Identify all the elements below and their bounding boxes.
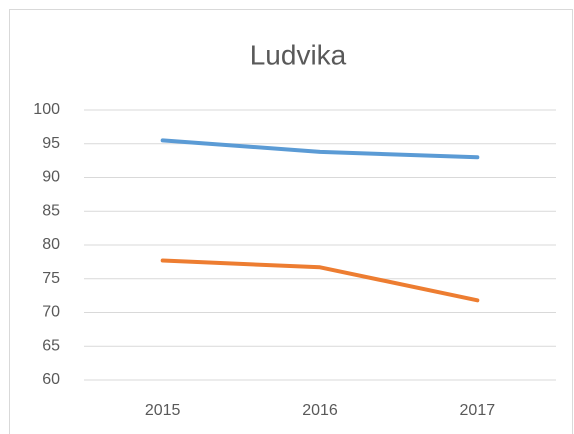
y-tick-label: 80 [42,236,60,253]
y-tick-label: 60 [42,371,60,388]
series-line [160,138,480,160]
x-tick-label: 2017 [460,402,496,419]
y-tick-label: 65 [42,337,60,354]
chart-title: Ludvika [250,39,347,70]
y-tick-label: 90 [42,169,60,186]
x-tick-label: 2016 [302,402,338,419]
y-tick-label: 95 [42,135,60,152]
y-tick-label: 75 [42,270,60,287]
y-tick-label: 85 [42,202,60,219]
y-tick-label: 100 [33,101,60,118]
series-line [160,258,480,303]
x-tick-label: 2015 [145,402,181,419]
chart-border [9,9,573,434]
y-tick-label: 70 [42,304,60,321]
